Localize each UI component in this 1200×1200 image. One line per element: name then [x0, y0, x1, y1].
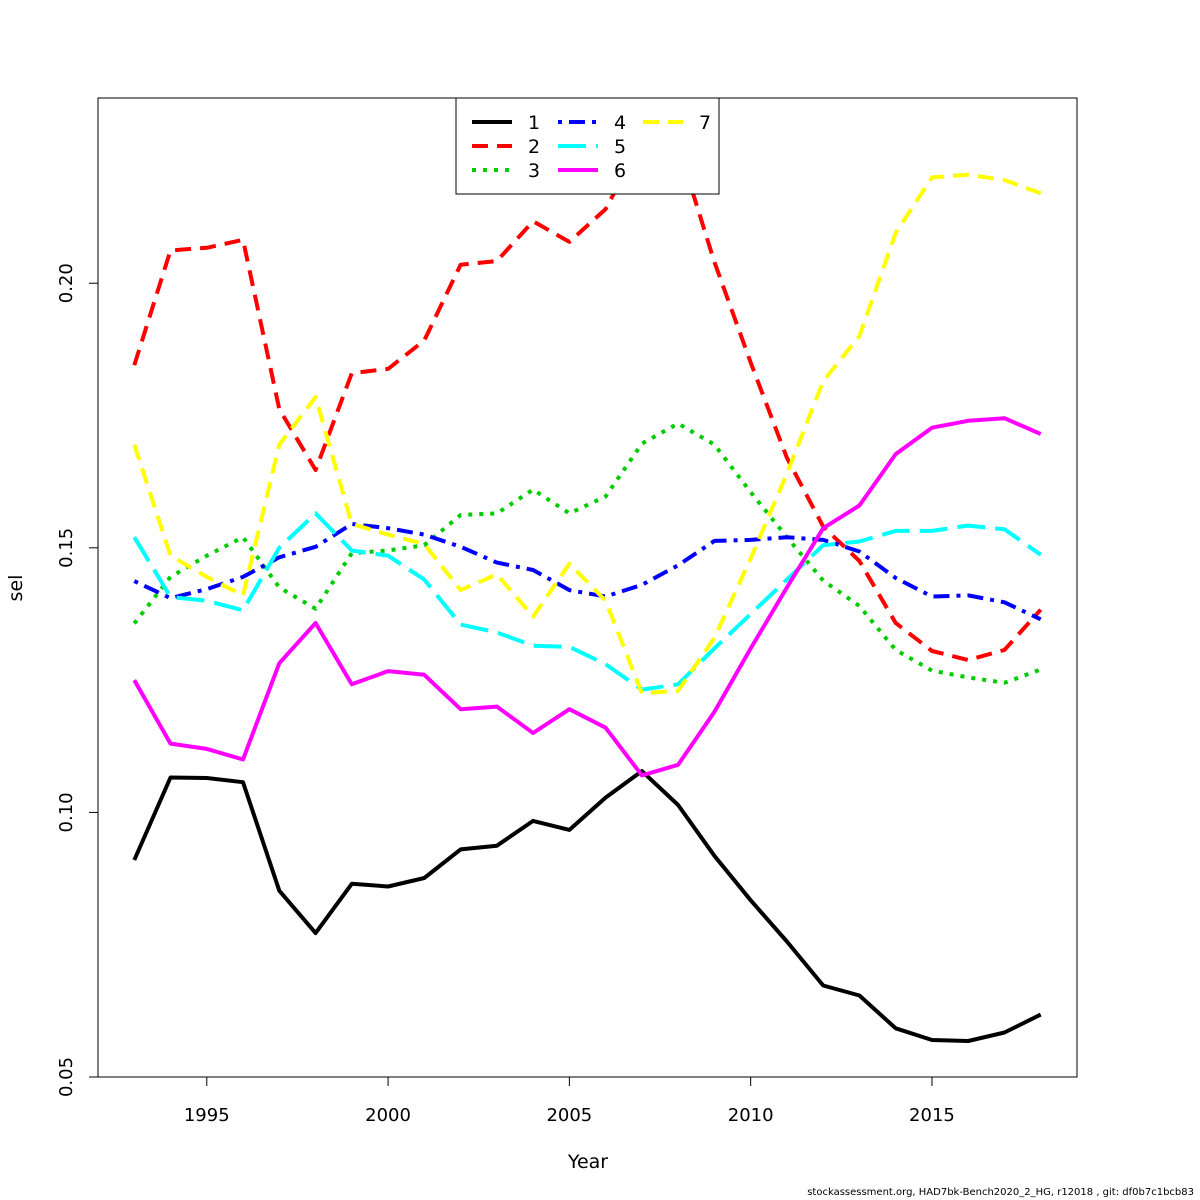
y-tick-label: 0.05 — [56, 1057, 77, 1097]
series-line-6 — [132, 416, 1042, 778]
series-line-3 — [132, 421, 1042, 685]
legend-label-1: 1 — [528, 112, 540, 134]
series-line-4 — [133, 522, 1042, 622]
footer-credit: stockassessment.org, HAD7bk-Bench2020_2_… — [807, 1187, 1194, 1198]
x-axis: 1995 2000 2005 2010 2015 — [184, 1076, 955, 1126]
legend-box — [455, 97, 720, 195]
series-line-1 — [132, 769, 1042, 1043]
x-tick-label: 1995 — [184, 1105, 230, 1126]
x-tick-label: 2005 — [546, 1105, 592, 1126]
legend-label-4: 4 — [614, 112, 626, 134]
legend-label-6: 6 — [614, 160, 626, 182]
y-tick-label: 0.10 — [56, 792, 77, 832]
legend: 123 456 7 — [455, 97, 720, 195]
y-tick-label: 0.15 — [56, 528, 77, 568]
legend-label-7: 7 — [699, 112, 711, 134]
y-tick-label: 0.20 — [56, 263, 77, 303]
x-tick-label: 2010 — [728, 1105, 774, 1126]
series-layer — [132, 138, 1043, 1043]
legend-label-3: 3 — [528, 160, 540, 182]
y-axis: 0.05 0.10 0.15 0.20 — [56, 263, 99, 1097]
series-line-5 — [132, 511, 1042, 692]
series-line-7 — [132, 172, 1042, 696]
series-line-2 — [132, 138, 1043, 662]
x-tick-label: 2000 — [365, 1105, 411, 1126]
legend-label-5: 5 — [614, 136, 626, 158]
x-tick-label: 2015 — [909, 1105, 955, 1126]
legend-label-2: 2 — [528, 136, 540, 158]
x-axis-label: Year — [567, 1151, 608, 1173]
y-axis-label: sel — [5, 575, 27, 602]
